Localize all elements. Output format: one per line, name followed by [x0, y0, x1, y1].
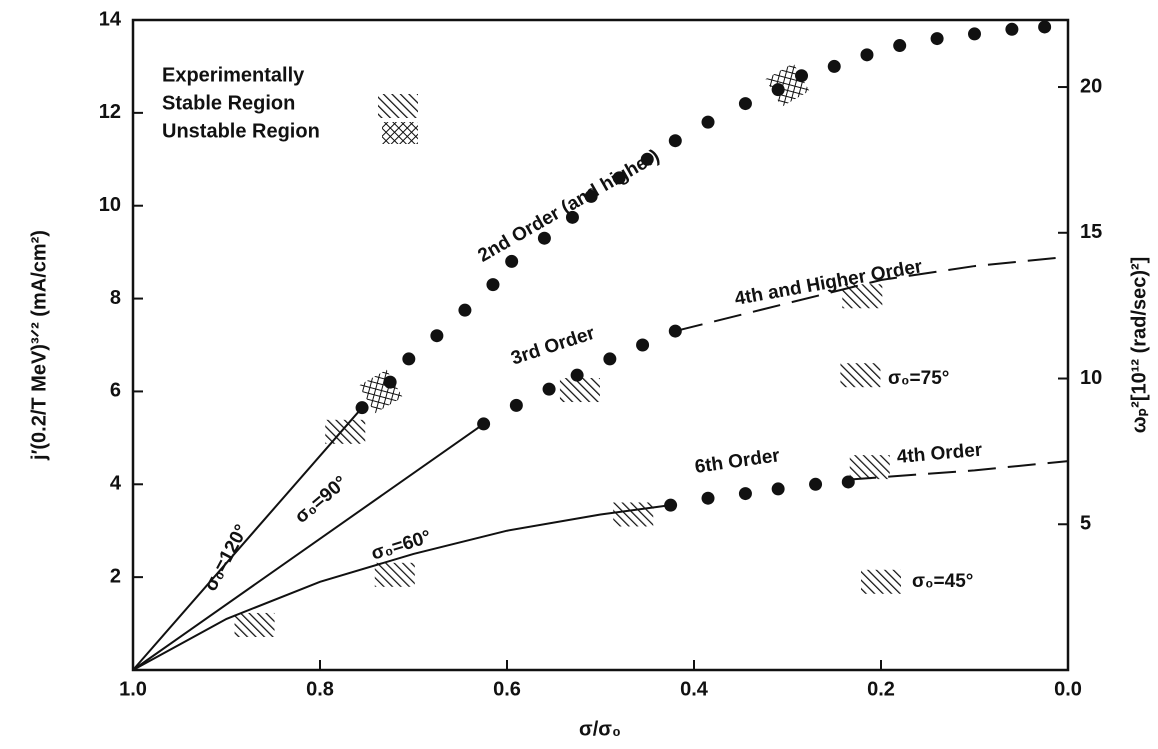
stable-region — [325, 419, 366, 444]
data-dot — [968, 27, 981, 41]
stable-region — [374, 562, 415, 587]
annotation: 4th and Higher Order — [733, 256, 924, 310]
data-dot — [795, 69, 809, 83]
y2-tick-label: 5 — [1080, 513, 1091, 535]
stable-region — [842, 284, 883, 309]
data-dot — [505, 254, 519, 268]
stable-region — [840, 363, 881, 388]
legend-label: Unstable Region — [162, 120, 320, 142]
data-dot — [640, 152, 654, 166]
y-axis-label: j′(0.2/T MeV)³ᐟ² (mA/cm²) — [28, 230, 50, 461]
data-dot — [509, 398, 523, 412]
data-dot — [701, 491, 715, 505]
data-dot — [893, 39, 907, 53]
x-tick-label: 0.4 — [680, 678, 709, 700]
data-dot — [1005, 22, 1019, 36]
y-tick-label: 4 — [110, 473, 122, 495]
data-dot — [668, 324, 682, 338]
data-dot — [402, 352, 416, 366]
legend-swatch — [382, 122, 418, 144]
annotation: 6th Order — [693, 445, 781, 478]
solid-curve — [132, 407, 363, 671]
x-tick-label: 1.0 — [119, 678, 147, 700]
data-dot — [841, 475, 855, 489]
x-tick-label: 0.0 — [1054, 678, 1082, 700]
solid-curve — [132, 504, 671, 671]
y-tick-label: 8 — [110, 287, 121, 309]
data-dot — [860, 48, 874, 62]
stable-region — [234, 612, 275, 637]
data-dot — [570, 368, 584, 382]
data-dot — [827, 59, 841, 73]
data-dot — [542, 382, 556, 396]
legend-label: Stable Region — [162, 92, 295, 114]
data-dot — [1038, 20, 1052, 34]
data-dot — [486, 278, 500, 292]
y2-axis-label: ωₚ²[10¹² (rad/sec)²] — [1128, 257, 1150, 434]
data-dot — [664, 498, 678, 512]
y-tick-label: 10 — [99, 194, 121, 216]
y2-tick-label: 10 — [1080, 367, 1102, 389]
annotation: 3rd Order — [509, 323, 598, 370]
data-dot — [809, 477, 823, 491]
annotation: σ₀=60° — [369, 527, 434, 565]
annotation: σ₀=45° — [912, 571, 973, 592]
legend-swatch — [378, 94, 418, 118]
data-dot — [771, 83, 785, 97]
data-dot — [537, 231, 551, 245]
data-dot — [771, 482, 785, 496]
y-tick-label: 2 — [110, 565, 121, 587]
data-dot — [584, 189, 598, 203]
x-tick-label: 0.8 — [306, 678, 334, 700]
data-dot — [636, 338, 650, 352]
data-dot — [477, 417, 491, 431]
x-tick-label: 0.2 — [867, 678, 895, 700]
y-tick-label: 12 — [99, 101, 121, 123]
stable-region — [559, 378, 600, 403]
data-dot — [738, 97, 752, 111]
data-dot — [355, 401, 369, 415]
data-dot — [603, 352, 617, 366]
y-tick-label: 14 — [99, 8, 122, 30]
legend-label: Experimentally — [162, 64, 305, 86]
data-dot — [738, 487, 752, 501]
data-dot — [930, 32, 944, 46]
stable-region — [849, 455, 890, 480]
data-dot — [383, 375, 397, 389]
annotation: 4th Order — [896, 440, 984, 468]
dashed-curve — [675, 255, 1069, 333]
y-tick-label: 6 — [110, 380, 121, 402]
plot-frame — [131, 18, 1070, 672]
solid-curve — [132, 423, 485, 671]
data-dot — [701, 115, 715, 129]
data-dot — [668, 134, 682, 148]
x-axis-label: σ/σ₀ — [579, 718, 621, 740]
y2-tick-label: 20 — [1080, 75, 1102, 97]
data-dot — [565, 210, 579, 224]
data-dot — [612, 171, 626, 185]
annotation: σ₀=90° — [291, 472, 352, 528]
dashed-curve — [848, 460, 1069, 481]
y2-tick-label: 15 — [1080, 221, 1102, 243]
annotation: σ₀=75° — [888, 368, 949, 389]
x-tick-label: 0.6 — [493, 678, 521, 700]
stable-region — [861, 569, 901, 594]
annotation: 2nd Order (and higher) — [475, 146, 664, 267]
data-dot — [430, 329, 444, 343]
data-dot — [458, 303, 472, 317]
stable-region — [613, 502, 654, 527]
